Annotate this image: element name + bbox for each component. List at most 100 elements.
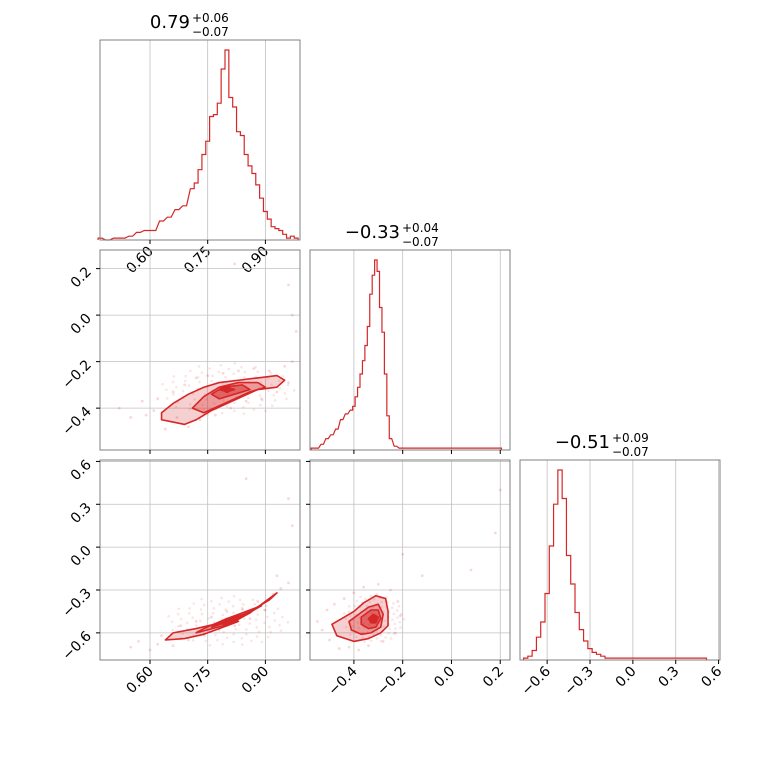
sample-point [275, 390, 279, 394]
sample-point [493, 531, 497, 535]
x-tick-label: 0.75 [181, 244, 214, 277]
sample-point [250, 639, 253, 643]
sample-point [220, 596, 223, 600]
sample-point [287, 497, 290, 500]
sample-point [279, 587, 283, 590]
title-value: −0.33 [345, 222, 400, 243]
histogram-bin [213, 115, 217, 240]
histogram-bin [237, 132, 241, 240]
sample-point [248, 617, 252, 620]
histogram-panel-1: −0.33 +0.04−0.07 [309, 221, 511, 454]
sample-point [177, 607, 181, 611]
histogram-bin [584, 641, 588, 660]
sample-point [294, 329, 298, 333]
histogram-bin [167, 217, 171, 240]
histogram-bin [340, 420, 342, 450]
sample-point [240, 607, 244, 610]
x-tick-label: −0.2 [374, 664, 409, 699]
sample-point [290, 313, 294, 317]
sample-point [498, 488, 502, 492]
x-tick-label: 0.75 [181, 664, 214, 697]
sample-point [179, 624, 183, 628]
sample-point [174, 405, 178, 409]
sample-point [349, 614, 352, 618]
sample-point [379, 633, 383, 637]
sample-point [347, 645, 351, 649]
sample-point [199, 608, 203, 611]
sample-point [347, 610, 351, 613]
sample-point [252, 408, 256, 411]
sample-point [255, 635, 259, 638]
sample-point [364, 597, 367, 601]
y-tick-label: 0.0 [68, 543, 95, 570]
x-tick-label: 0.3 [655, 664, 682, 691]
sample-point [254, 365, 257, 369]
histogram-bin [571, 584, 575, 660]
sample-point [172, 375, 176, 378]
contour-level-1 [160, 374, 286, 426]
sample-point [368, 600, 372, 604]
sample-point [201, 403, 204, 407]
sample-point [264, 409, 267, 413]
sample-point [381, 625, 385, 628]
sample-point [381, 640, 385, 643]
histogram-bin [144, 231, 148, 241]
sample-point [376, 582, 380, 586]
sample-point [266, 635, 270, 639]
y-tick-label: 0.3 [68, 500, 95, 527]
sample-point [232, 632, 236, 636]
sample-point [253, 602, 257, 606]
sample-point [177, 624, 180, 628]
sample-point [187, 425, 190, 429]
y-tick-label: 0.6 [68, 457, 95, 484]
x-tick-label: 0.0 [431, 664, 458, 691]
sample-point [399, 626, 402, 629]
sample-point [272, 393, 275, 397]
sample-point [205, 397, 208, 401]
sample-point [161, 382, 164, 386]
sample-point [233, 409, 236, 413]
panel-frame [99, 459, 301, 661]
y-tick-label: −0.6 [59, 628, 94, 663]
sample-point [286, 620, 290, 624]
sample-point [198, 418, 202, 422]
sample-point [221, 613, 225, 617]
sample-point [237, 623, 241, 627]
sample-point [390, 606, 394, 610]
sample-point [183, 379, 187, 383]
sample-point [233, 624, 237, 628]
sample-point [240, 637, 244, 640]
sample-point [241, 603, 245, 606]
title-lower-error: −0.07 [402, 235, 439, 249]
sample-point [290, 360, 294, 364]
title-upper-error: +0.06 [192, 11, 229, 25]
sample-point [140, 399, 144, 403]
histogram-bin [596, 654, 600, 660]
sample-point [337, 647, 341, 650]
sample-point [367, 644, 370, 648]
sample-point [251, 598, 255, 602]
sample-point [217, 370, 221, 374]
histogram-bin [558, 470, 562, 660]
sample-point [218, 603, 221, 606]
sample-point [401, 552, 405, 556]
sample-point [380, 600, 383, 604]
contour-level-1 [331, 594, 389, 643]
sample-point [278, 387, 282, 390]
panel-frame [519, 459, 721, 661]
sample-point [365, 618, 369, 621]
y-tick-label: −0.3 [59, 586, 94, 621]
sample-point [229, 406, 233, 410]
sample-point [402, 618, 406, 621]
sample-point [372, 597, 376, 601]
sample-point [392, 602, 395, 605]
sample-point [210, 615, 213, 619]
sample-point [355, 635, 358, 639]
histogram-bin [541, 622, 545, 660]
sample-point [283, 364, 287, 368]
sample-point [375, 592, 379, 596]
sample-point [222, 630, 226, 634]
sample-point [238, 598, 242, 602]
y-tick-label: 0.2 [68, 264, 95, 291]
sample-point [356, 621, 360, 624]
